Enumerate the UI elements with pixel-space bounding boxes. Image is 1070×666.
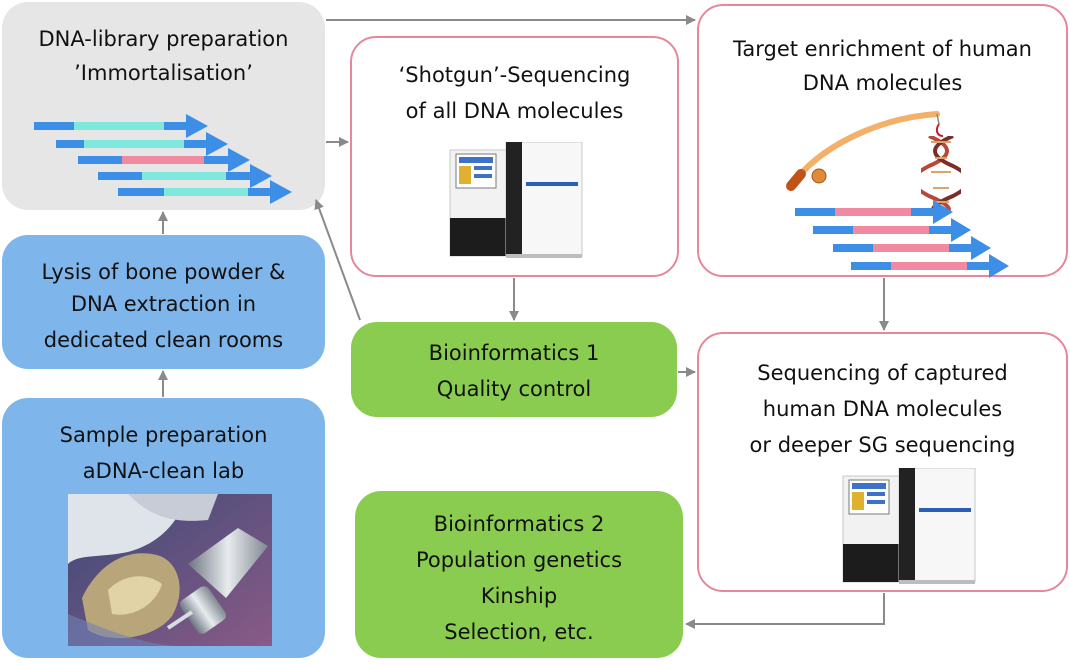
library-prep-title: DNA-library preparation: [38, 27, 289, 51]
captured-fragment: [813, 218, 971, 242]
bioinfo1-title: Bioinformatics 1: [428, 341, 600, 365]
enrichment-title: Target enrichment of human: [733, 37, 1032, 61]
library-fragment: [98, 164, 272, 188]
fishing-rod-icon: [786, 111, 944, 191]
lysis-line-1: Lysis of bone powder &: [41, 260, 286, 284]
bioinfo2-line-2: Population genetics: [415, 548, 623, 572]
arrow-bioinfo1-to-library: [314, 199, 361, 321]
captured-fragment: [851, 254, 1009, 278]
bioinfo2-line-4: Selection, etc.: [444, 620, 594, 644]
sequencer-machine-icon: [842, 468, 976, 584]
capture-sequencing-box: Sequencing of captured human DNA molecul…: [697, 332, 1068, 592]
library-prep-subtitle: ’Immortalisation’: [74, 61, 253, 85]
lysis-line-3: dedicated clean rooms: [43, 328, 284, 352]
lysis-line-2: DNA extraction in: [70, 292, 257, 316]
captured-fragments-icon: [795, 200, 1009, 278]
dna-library-fragments-icon: [34, 114, 292, 204]
bioinfo2-line-3: Kinship: [480, 584, 558, 608]
library-fragment: [78, 148, 250, 172]
sample-prep-title: Sample preparation: [59, 423, 268, 447]
sample-prep-subtitle: aDNA-clean lab: [82, 459, 245, 483]
capture-seq-line-1: Sequencing of captured: [757, 361, 1008, 385]
bioinformatics-1-box: Bioinformatics 1 Quality control: [351, 322, 677, 417]
library-fragment: [118, 180, 292, 204]
shotgun-title: ‘Shotgun’-Sequencing: [398, 63, 631, 87]
arrow-capture-seq-to-bioinfo2: [685, 593, 885, 629]
captured-fragment: [795, 200, 953, 224]
shotgun-subtitle: of all DNA molecules: [405, 99, 624, 123]
captured-fragment: [833, 236, 991, 260]
bioinfo1-subtitle: Quality control: [436, 377, 592, 401]
bioinformatics-2-box: Bioinformatics 2 Population genetics Kin…: [355, 491, 683, 658]
lysis-box: Lysis of bone powder & DNA extraction in…: [2, 235, 325, 369]
library-fragment: [56, 132, 228, 156]
shotgun-sequencing-box: ‘Shotgun’-Sequencing of all DNA molecule…: [350, 36, 679, 277]
library-fragment: [34, 114, 208, 138]
sample-prep-box: Sample preparation aDNA-clean lab: [2, 398, 325, 658]
enrichment-subtitle: DNA molecules: [802, 71, 963, 95]
sequencer-machine-icon: [449, 142, 583, 258]
library-prep-box: DNA-library preparation ’Immortalisation…: [2, 2, 325, 210]
capture-seq-line-3: or deeper SG sequencing: [749, 433, 1016, 457]
capture-seq-line-2: human DNA molecules: [762, 397, 1003, 421]
target-enrichment-box: Target enrichment of human DNA molecules: [697, 4, 1068, 278]
bioinfo2-title: Bioinformatics 2: [433, 512, 605, 536]
bone-drilling-photo: [68, 494, 272, 646]
